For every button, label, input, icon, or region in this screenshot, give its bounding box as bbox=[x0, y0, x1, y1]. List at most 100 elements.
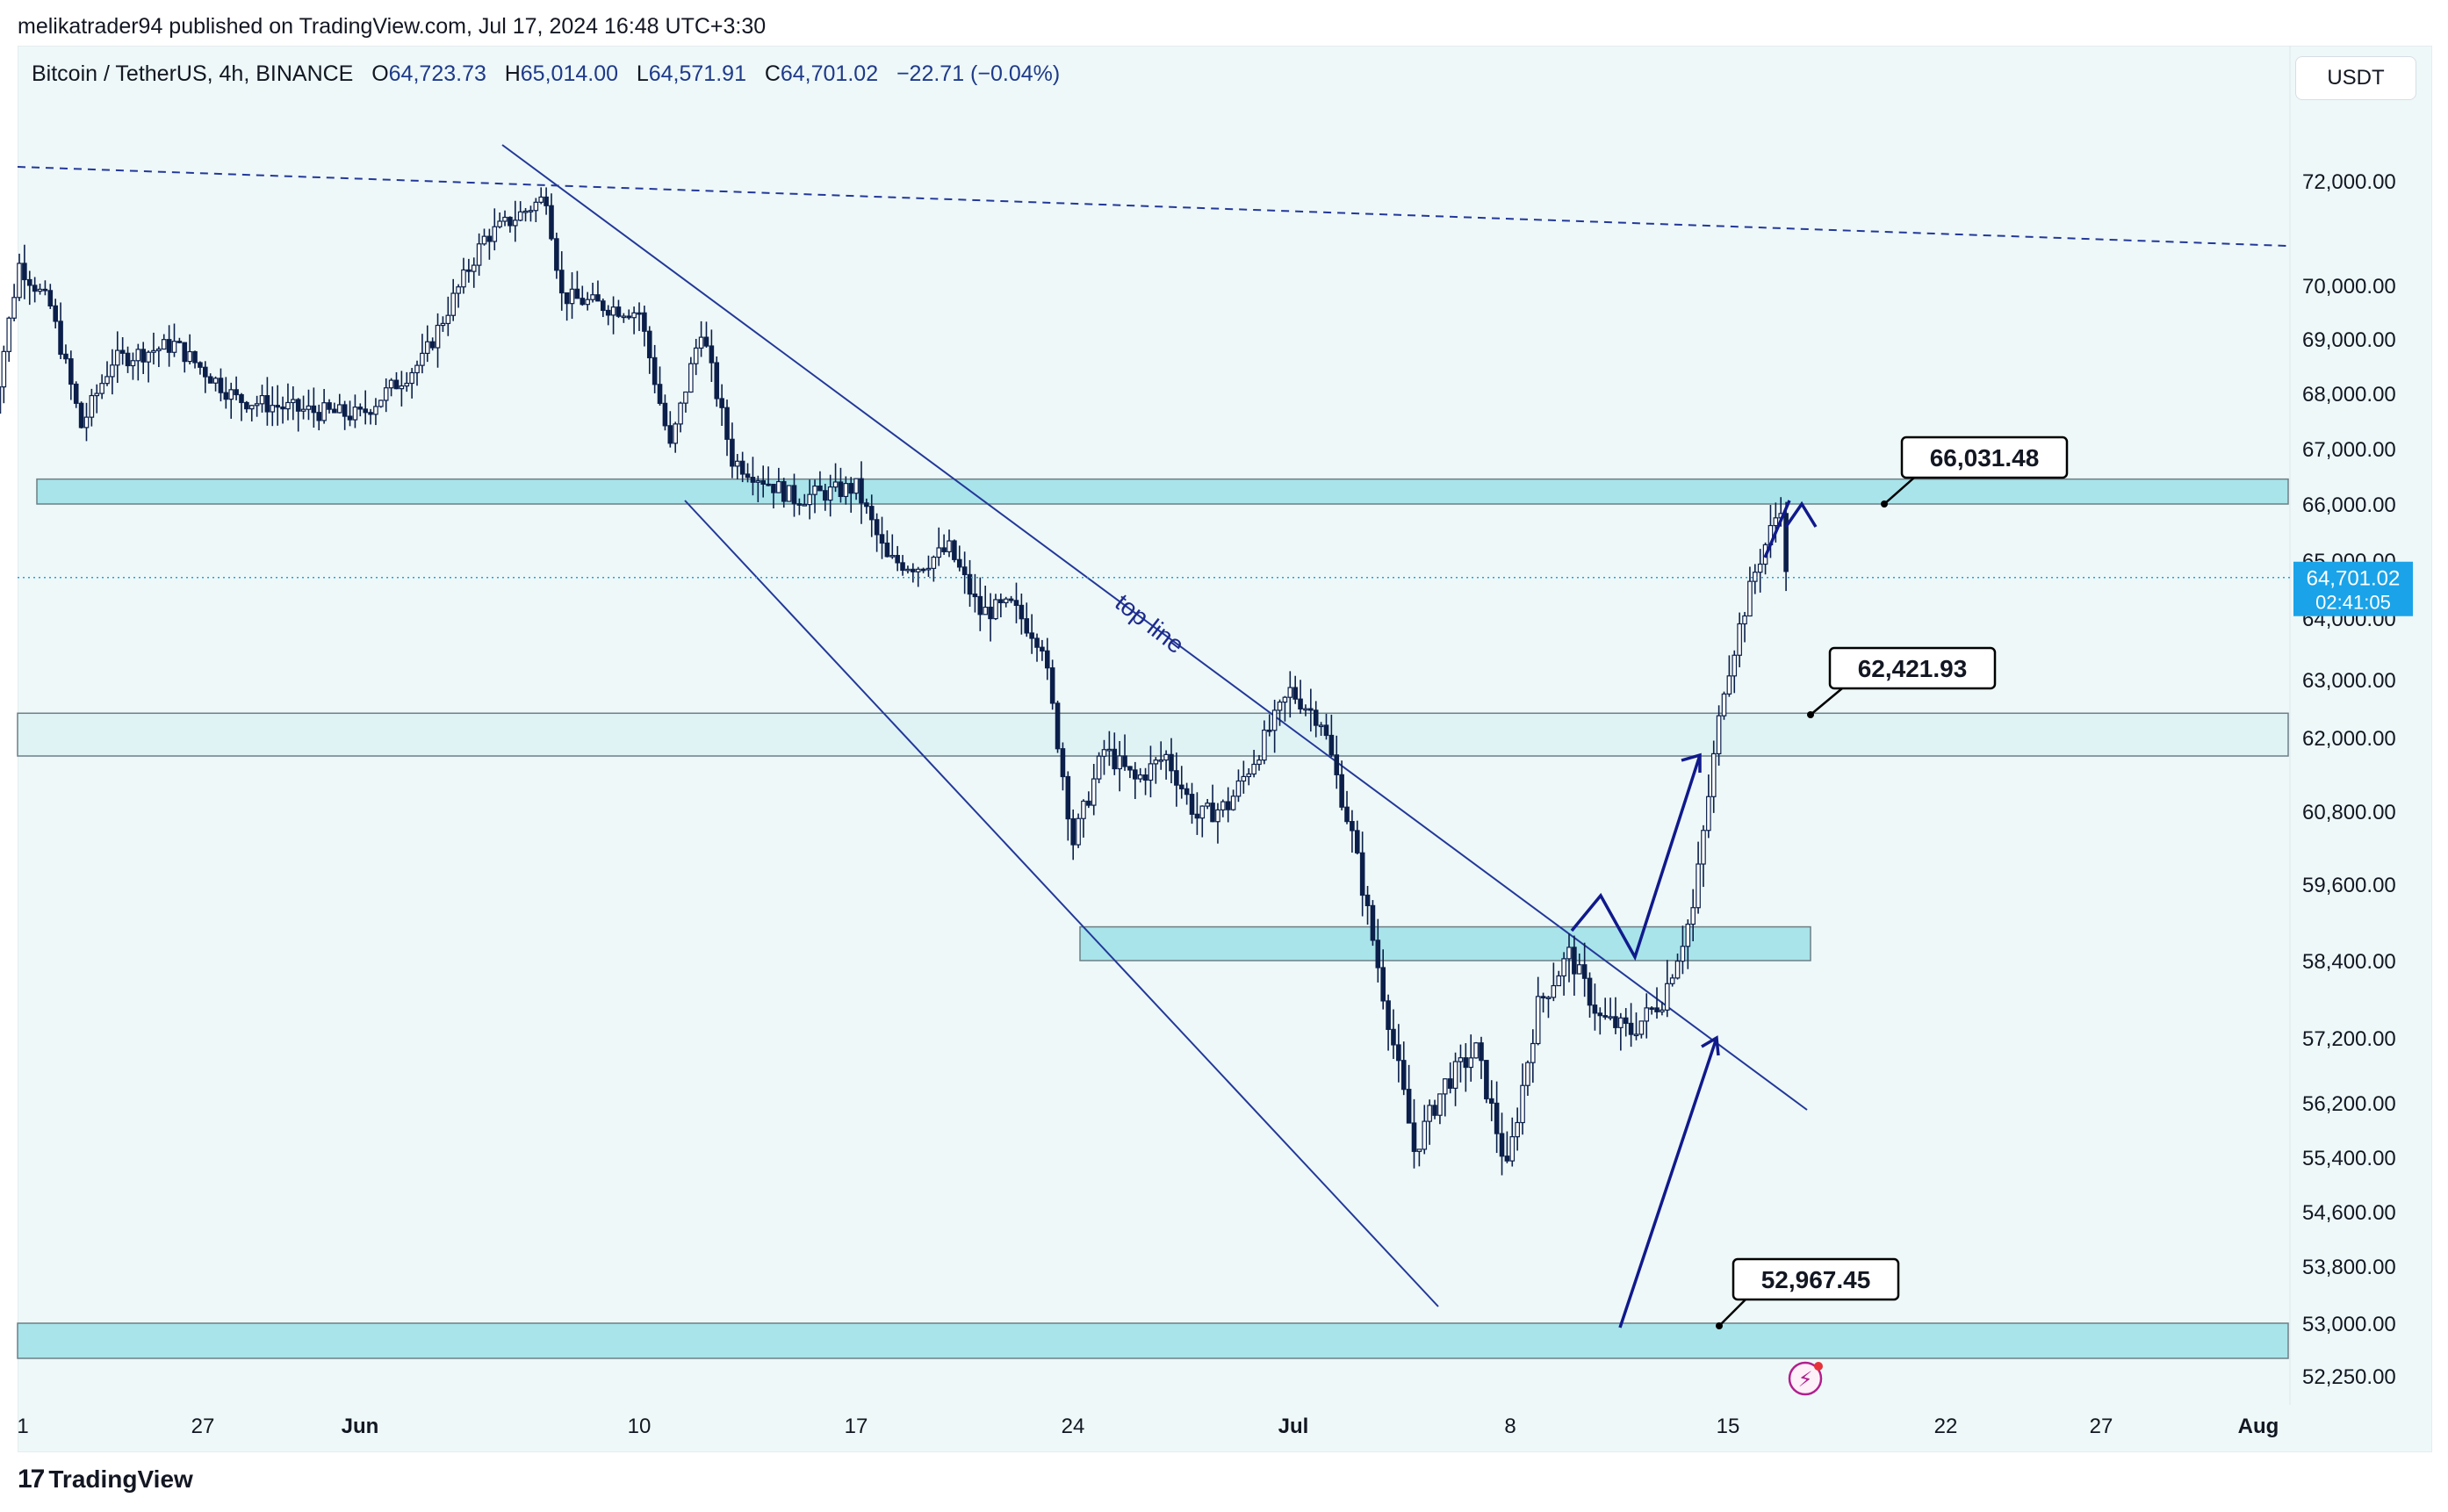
candle-body bbox=[1520, 1084, 1525, 1124]
candle-body bbox=[1468, 1057, 1474, 1069]
candle-body bbox=[941, 547, 947, 552]
candle-body bbox=[1158, 759, 1164, 762]
symbol-name[interactable]: Bitcoin / TetherUS, 4h, BINANCE bbox=[32, 61, 354, 86]
candle-body bbox=[192, 350, 198, 364]
price-callout-label: 52,967.45 bbox=[1761, 1266, 1871, 1293]
notification-dot-icon bbox=[1814, 1362, 1823, 1371]
candle-body bbox=[1576, 964, 1582, 975]
candle-body bbox=[1101, 749, 1107, 757]
candle-body bbox=[151, 349, 156, 353]
candle-body bbox=[22, 263, 27, 281]
candle-body bbox=[1416, 1148, 1422, 1152]
candle-body bbox=[776, 480, 781, 493]
candle-body bbox=[1081, 800, 1086, 819]
candle-body bbox=[1178, 784, 1184, 789]
candle-body bbox=[1525, 1062, 1530, 1086]
candle-body bbox=[1447, 1078, 1453, 1089]
candle-body bbox=[730, 438, 735, 467]
candle-body bbox=[285, 401, 291, 410]
candle-body bbox=[393, 379, 400, 390]
candle-body bbox=[925, 567, 932, 571]
candle-body bbox=[745, 473, 751, 479]
low-value: 64,571.91 bbox=[648, 61, 746, 86]
candle-body bbox=[94, 392, 100, 397]
candle-body bbox=[1344, 806, 1350, 823]
y-tick-label: 62,000.00 bbox=[2302, 727, 2396, 751]
candle-body bbox=[1117, 755, 1122, 770]
candle-body bbox=[182, 342, 188, 363]
candle-body bbox=[1169, 753, 1174, 772]
candle-body bbox=[399, 385, 405, 390]
candle-body bbox=[972, 593, 978, 598]
candle-body bbox=[900, 562, 905, 572]
candle-body bbox=[1732, 654, 1738, 677]
candle-body bbox=[1613, 1016, 1618, 1028]
candle-body bbox=[1225, 801, 1231, 810]
candle-body bbox=[662, 402, 668, 427]
candle-body bbox=[517, 211, 523, 221]
candle-body bbox=[1137, 774, 1143, 780]
candle-body bbox=[42, 288, 48, 292]
candle-body bbox=[357, 407, 364, 410]
candle-body bbox=[838, 481, 844, 498]
candle-body bbox=[610, 306, 616, 316]
candle-body bbox=[119, 349, 126, 354]
candle-body bbox=[58, 320, 63, 355]
x-tick-label: 8 bbox=[1504, 1415, 1516, 1438]
y-tick-label: 57,200.00 bbox=[2302, 1027, 2396, 1051]
candle-body bbox=[1287, 687, 1293, 698]
y-tick-label: 54,600.00 bbox=[2302, 1201, 2396, 1225]
candle-body bbox=[1747, 580, 1753, 617]
tradingview-logo[interactable]: 17 TradingView bbox=[18, 1465, 193, 1494]
candle-body bbox=[1298, 698, 1303, 710]
top-line-label: top line bbox=[1110, 588, 1189, 659]
candle-body bbox=[1452, 1061, 1458, 1089]
candle-body bbox=[786, 485, 792, 502]
candle-body bbox=[590, 294, 595, 300]
candle-body bbox=[1757, 563, 1763, 573]
candle-body bbox=[332, 408, 337, 414]
candle-body bbox=[544, 196, 549, 206]
candle-body bbox=[388, 379, 394, 389]
candle-body bbox=[905, 568, 911, 572]
candle-body bbox=[275, 405, 280, 408]
candle-body bbox=[311, 405, 317, 414]
candle-body bbox=[363, 408, 368, 414]
candle-body bbox=[1783, 513, 1789, 572]
candle-body bbox=[1019, 604, 1025, 620]
candle-body bbox=[1690, 907, 1696, 925]
callout-pointer bbox=[1883, 477, 1915, 505]
current-price-tag bbox=[2293, 561, 2413, 616]
candle-body bbox=[1391, 1028, 1396, 1046]
y-tick-label: 60,800.00 bbox=[2302, 801, 2396, 824]
candle-body bbox=[1132, 769, 1138, 780]
candle-body bbox=[1437, 1093, 1443, 1116]
candle-body bbox=[864, 502, 869, 508]
candle-body bbox=[1706, 796, 1711, 832]
candle-body bbox=[1561, 958, 1566, 977]
candle-body bbox=[522, 210, 529, 213]
candle-body bbox=[1442, 1078, 1448, 1095]
currency-button[interactable]: USDT bbox=[2295, 56, 2416, 100]
candle-body bbox=[1282, 696, 1288, 703]
candle-body bbox=[1215, 809, 1220, 823]
x-tick-label: Jun bbox=[342, 1415, 379, 1438]
candle-body bbox=[78, 402, 84, 428]
candle-body bbox=[1334, 754, 1340, 775]
candle-body bbox=[1422, 1120, 1428, 1150]
candle-body bbox=[549, 205, 554, 240]
candle-body bbox=[734, 460, 740, 467]
candle-body bbox=[409, 371, 414, 385]
candle-body bbox=[1003, 598, 1009, 603]
candle-body bbox=[1251, 763, 1256, 775]
candle-body bbox=[327, 402, 332, 410]
candle-body bbox=[1380, 967, 1386, 1002]
candle-body bbox=[404, 382, 410, 387]
price-callout-box bbox=[1732, 1257, 1900, 1301]
candle-body bbox=[564, 292, 570, 305]
projection-arrow-2-head bbox=[1681, 752, 1702, 773]
candle-body bbox=[1504, 1156, 1510, 1162]
candle-body bbox=[1602, 1015, 1608, 1018]
candle-body bbox=[130, 360, 136, 367]
